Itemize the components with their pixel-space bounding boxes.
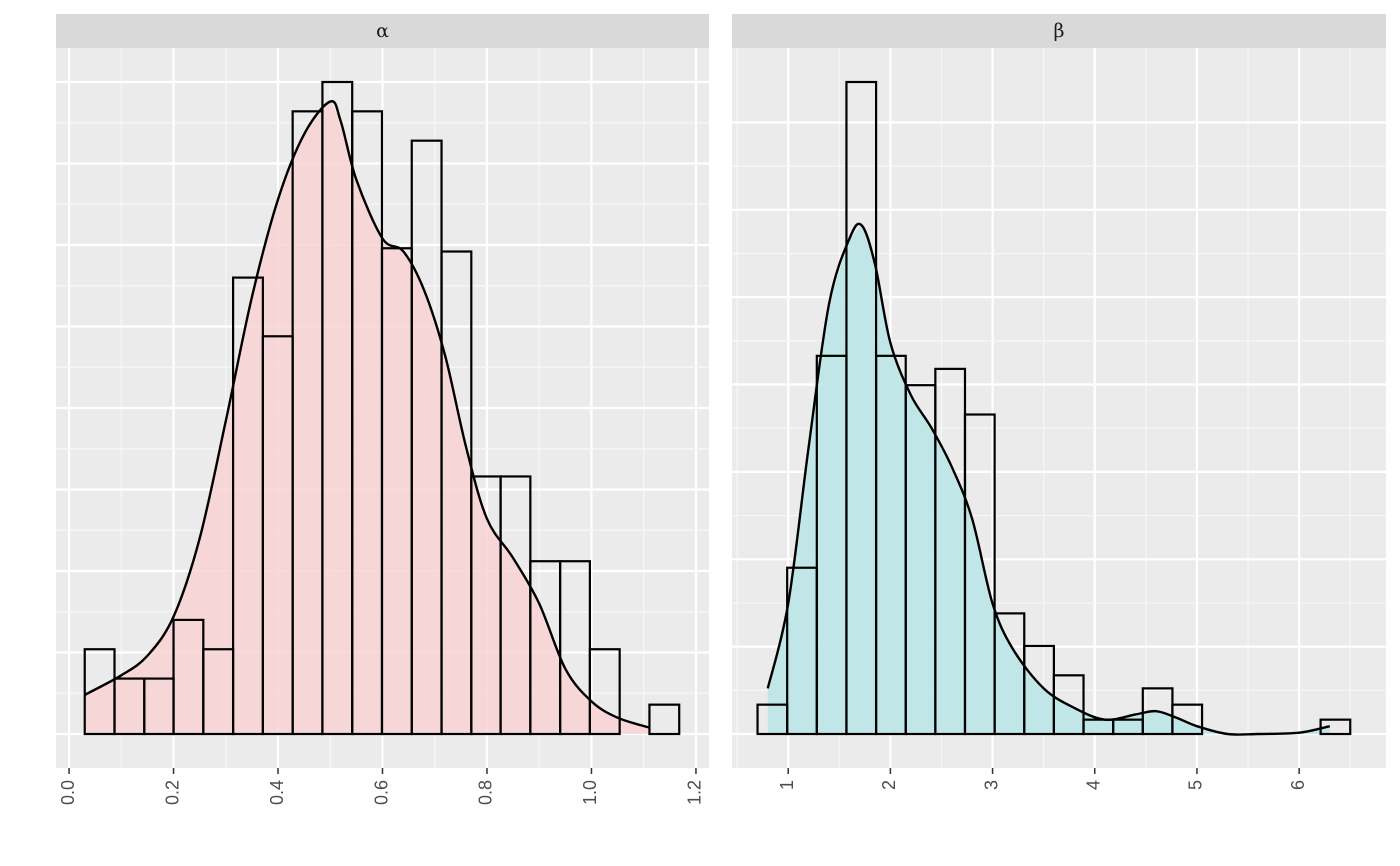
density-line: [84, 100, 650, 729]
strip-label: β: [1054, 20, 1065, 42]
x-tick-label: 0.0: [58, 780, 78, 805]
x-tick-label: 6: [1288, 780, 1308, 790]
x-tick-label: 1.2: [685, 780, 705, 805]
panel-1: α 0.0 0.2 0.4 0.6 0.8 1.0 1.2: [56, 14, 709, 805]
x-tick-label: 0.2: [162, 780, 182, 805]
density-area: [84, 101, 649, 734]
panel-2: β 1 2 3 4 5 6: [732, 14, 1386, 790]
strip-background: [56, 14, 709, 48]
histogram-bar: [559, 560, 591, 736]
x-tick-label: 1: [777, 780, 797, 790]
histogram-bar: [588, 648, 621, 736]
x-tick-label: 0.8: [476, 780, 496, 805]
strip-background: [732, 14, 1386, 48]
strip-label: α: [376, 20, 389, 42]
x-tick-label: 1.0: [580, 780, 600, 805]
density-line: [766, 222, 1331, 736]
histogram-bar: [963, 413, 996, 736]
histogram-bar: [1052, 674, 1085, 736]
x-tick-label: 0.6: [371, 780, 391, 805]
histogram-bar: [1319, 718, 1352, 736]
x-tick-label: 3: [981, 780, 1001, 790]
x-tick-label: 2: [879, 780, 899, 790]
x-tick-label: 0.4: [267, 780, 287, 805]
histogram-bar: [1171, 703, 1204, 736]
histogram-bar: [648, 703, 681, 736]
x-tick-label: 4: [1084, 780, 1104, 790]
x-tick-label: 5: [1186, 780, 1206, 790]
density-area: [767, 225, 1330, 734]
